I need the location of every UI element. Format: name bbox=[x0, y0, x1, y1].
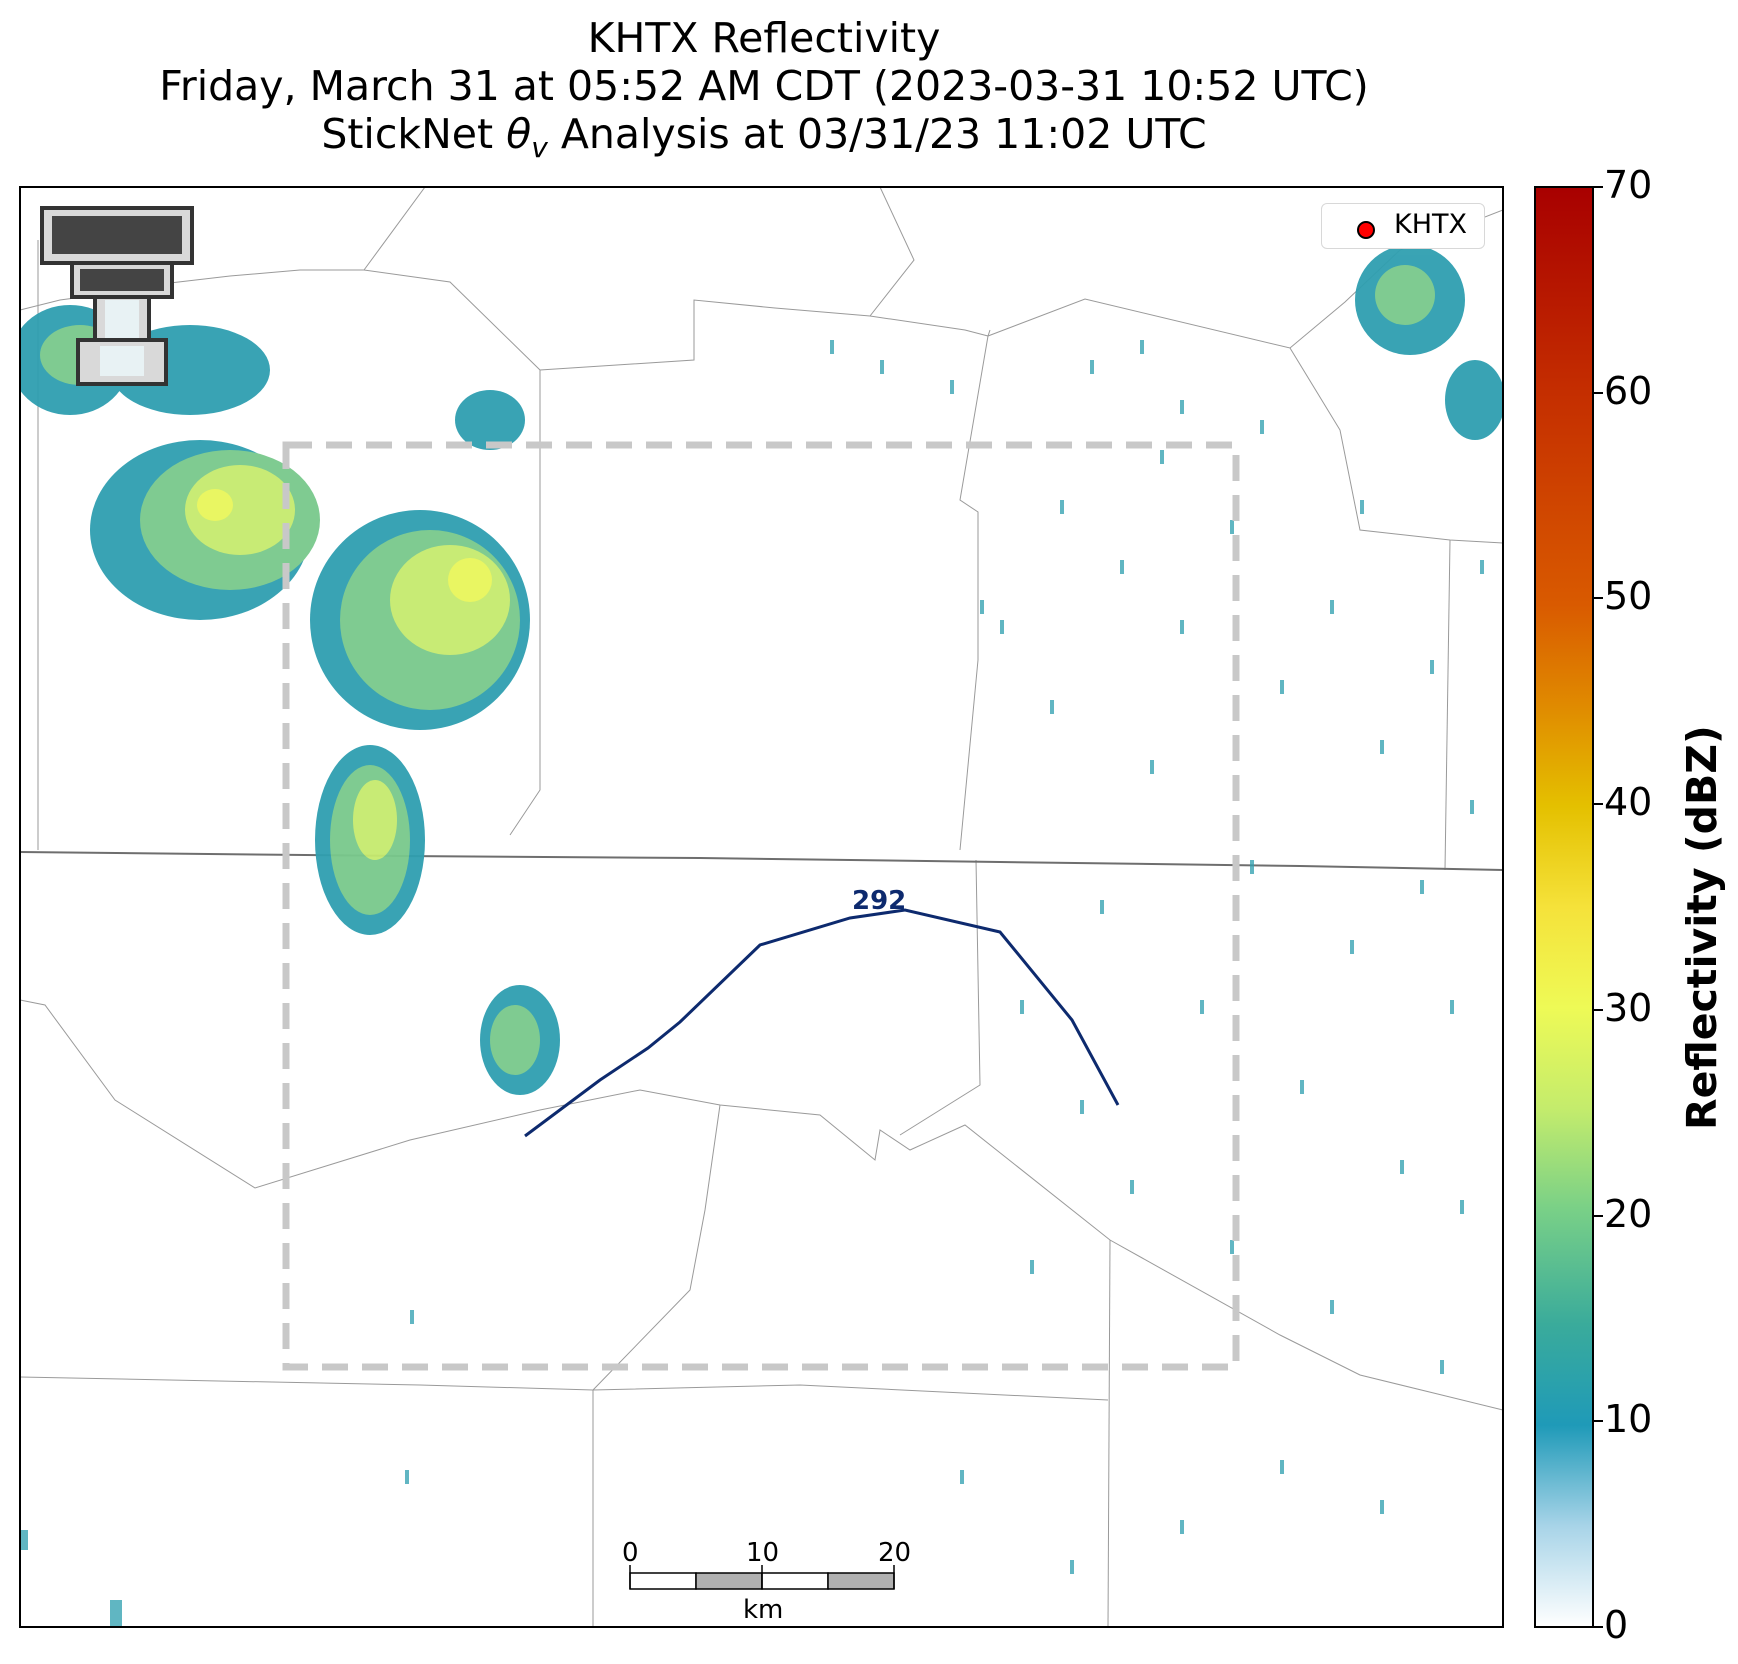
scale-tick-20: 20 bbox=[878, 1538, 912, 1568]
reflectivity-field bbox=[20, 245, 1503, 1626]
colorbar bbox=[1534, 186, 1594, 1628]
map-area bbox=[20, 187, 1503, 1627]
title-time: Friday, March 31 at 05:52 AM CDT (2023-0… bbox=[159, 62, 1369, 110]
colorbar-ticks bbox=[1593, 186, 1603, 1628]
legend-label: KHTX bbox=[1394, 209, 1467, 240]
theta-symbol: θ bbox=[506, 110, 532, 158]
figure-title: KHTX Reflectivity Friday, March 31 at 05… bbox=[0, 14, 1528, 172]
county-boundaries bbox=[20, 187, 1503, 1627]
colorbar-tick-label: 70 bbox=[1604, 163, 1653, 207]
colorbar-tick-label: 50 bbox=[1604, 574, 1653, 618]
colorbar-tick-label: 20 bbox=[1604, 1192, 1653, 1236]
colorbar-tick-label: 30 bbox=[1604, 986, 1653, 1030]
scale-tick-10: 10 bbox=[746, 1538, 780, 1568]
theta-subscript: v bbox=[531, 131, 548, 165]
map-frame bbox=[19, 186, 1504, 1628]
analysis-box bbox=[282, 441, 1240, 1371]
title-analysis: StickNet θv Analysis at 03/31/23 11:02 U… bbox=[0, 110, 1528, 172]
legend: KHTX bbox=[1321, 203, 1485, 249]
theta-v-contour-292 bbox=[524, 908, 1120, 1138]
scale-unit: km bbox=[743, 1595, 784, 1625]
contour-label: 292 bbox=[852, 886, 907, 916]
colorbar-tick-label: 0 bbox=[1604, 1603, 1629, 1647]
radar-site-marker-icon bbox=[1357, 221, 1375, 239]
colorbar-label: Reflectivity (dBZ) bbox=[1678, 725, 1726, 1130]
colorbar-tick-label: 60 bbox=[1604, 369, 1653, 413]
scale-bar bbox=[629, 1565, 895, 1590]
colorbar-tick-label: 10 bbox=[1604, 1397, 1653, 1441]
title-radar: KHTX Reflectivity bbox=[587, 14, 941, 62]
title-analysis-prefix: StickNet bbox=[321, 110, 507, 158]
colorbar-tick-label: 40 bbox=[1604, 780, 1653, 824]
texas-tech-double-t-logo bbox=[40, 206, 194, 386]
scale-tick-0: 0 bbox=[622, 1538, 639, 1568]
title-analysis-suffix: Analysis at 03/31/23 11:02 UTC bbox=[547, 110, 1207, 158]
